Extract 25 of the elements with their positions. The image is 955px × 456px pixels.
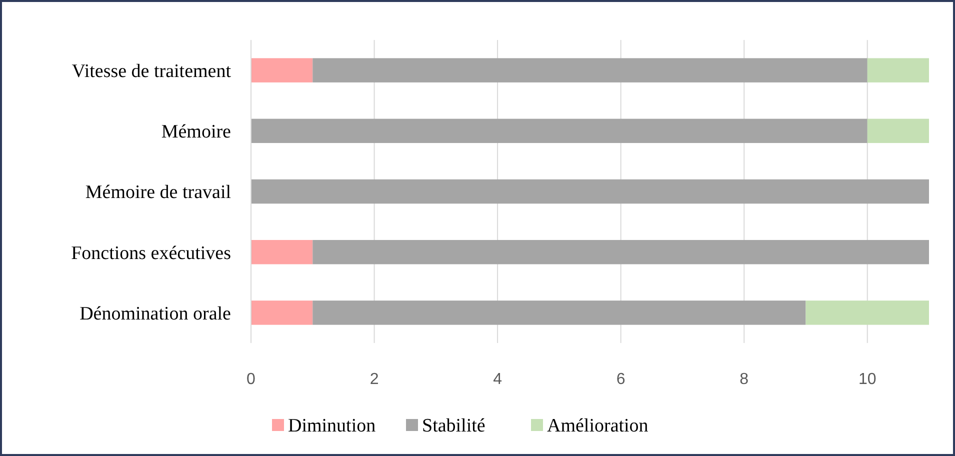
x-tick-label: 8 — [740, 371, 749, 388]
y-tick-label: Mémoire — [161, 122, 231, 143]
x-tick-label: 6 — [616, 371, 626, 388]
bar — [251, 118, 868, 144]
legend-label: Diminution — [288, 416, 376, 437]
x-tick-label: 10 — [858, 371, 876, 388]
bar — [251, 179, 929, 204]
x-tick-label: 0 — [246, 371, 256, 388]
legend-label: Amélioration — [547, 416, 649, 437]
x-tick-label: 2 — [370, 371, 379, 388]
bar — [251, 240, 313, 264]
bar — [867, 58, 929, 82]
bar — [806, 300, 929, 325]
bar — [312, 300, 806, 325]
bar — [251, 58, 313, 82]
bar — [867, 118, 929, 144]
bar — [251, 300, 313, 325]
y-tick-label: Fonctions exécutives — [71, 242, 231, 264]
y-tick-label: Vitesse de traitement — [72, 60, 232, 82]
y-tick-label: Dénomination orale — [80, 303, 231, 324]
x-tick-label: 4 — [493, 371, 502, 388]
bar — [312, 240, 929, 264]
bar — [312, 58, 868, 82]
y-tick-label: Mémoire de travail — [85, 182, 231, 204]
legend-label: Stabilité — [422, 416, 486, 437]
